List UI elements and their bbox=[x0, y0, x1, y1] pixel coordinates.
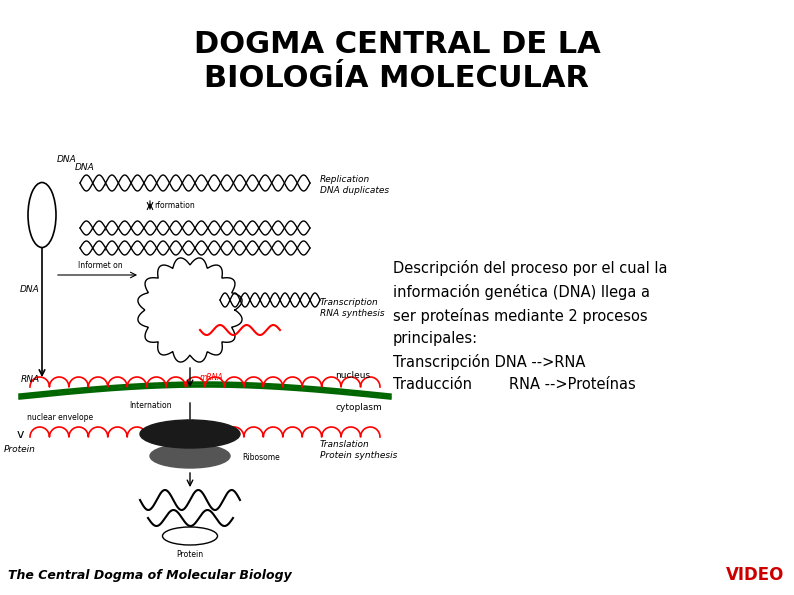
Text: v: v bbox=[17, 428, 24, 441]
Text: DOGMA CENTRAL DE LA
BIOLOGÍA MOLECULAR: DOGMA CENTRAL DE LA BIOLOGÍA MOLECULAR bbox=[194, 30, 600, 93]
Text: VIDEO: VIDEO bbox=[726, 566, 784, 584]
Text: Informet on: Informet on bbox=[78, 261, 122, 270]
Text: mRNA: mRNA bbox=[200, 374, 224, 383]
Text: RNA: RNA bbox=[21, 375, 40, 384]
Text: Replication
DNA duplicates: Replication DNA duplicates bbox=[320, 175, 389, 195]
Text: Internation: Internation bbox=[129, 400, 172, 409]
Text: DNA: DNA bbox=[57, 155, 77, 164]
Text: Translation
Protein synthesis: Translation Protein synthesis bbox=[320, 440, 397, 460]
Text: The Central Dogma of Molecular Biology: The Central Dogma of Molecular Biology bbox=[8, 568, 292, 581]
Text: DNA: DNA bbox=[75, 164, 94, 173]
Text: nucleus: nucleus bbox=[335, 371, 370, 380]
Text: rformation: rformation bbox=[154, 202, 195, 211]
Ellipse shape bbox=[140, 420, 240, 448]
Text: Ribosome: Ribosome bbox=[242, 453, 279, 462]
Text: Descripción del proceso por el cual la
información genética (DNA) llega a
ser pr: Descripción del proceso por el cual la i… bbox=[393, 260, 668, 392]
Text: nuclear envelope: nuclear envelope bbox=[27, 412, 93, 421]
Text: DNA: DNA bbox=[20, 286, 40, 295]
Text: Transcription
RNA synthesis: Transcription RNA synthesis bbox=[320, 298, 384, 318]
Text: cytoplasm: cytoplasm bbox=[335, 402, 382, 412]
Ellipse shape bbox=[150, 444, 230, 468]
Text: Protein: Protein bbox=[4, 446, 36, 455]
Text: Protein: Protein bbox=[176, 550, 203, 559]
